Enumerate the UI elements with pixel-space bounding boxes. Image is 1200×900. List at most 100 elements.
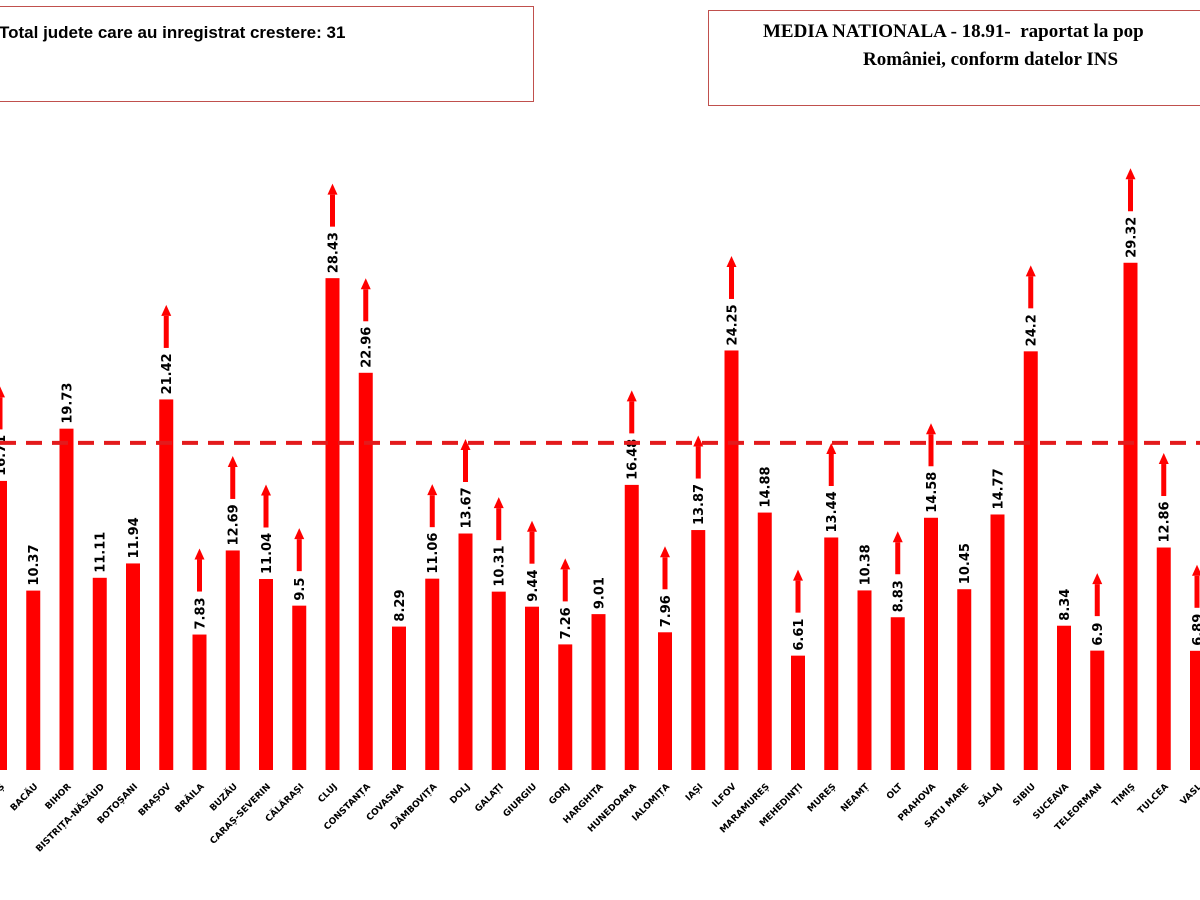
value-label: 16.71 <box>0 435 9 476</box>
increase-arrow-head <box>626 390 637 402</box>
bar <box>159 399 174 770</box>
increase-total-box: Total judete care au inregistrat crester… <box>0 6 534 102</box>
value-label: 21.42 <box>160 353 175 394</box>
bar <box>26 590 41 770</box>
value-label: 24.2 <box>1025 314 1040 346</box>
value-label: 7.26 <box>559 607 574 639</box>
category-label: BRAȘOV <box>137 782 174 819</box>
bar <box>358 372 373 770</box>
bar <box>59 428 74 770</box>
value-label: 16.48 <box>626 439 641 480</box>
value-label: 6.89 <box>1191 614 1200 646</box>
value-label: 9.5 <box>293 578 308 601</box>
value-label: 10.37 <box>27 544 42 585</box>
increase-total-text: Total judete care au inregistrat crester… <box>0 23 346 42</box>
category-label: BRĂILA <box>172 781 207 816</box>
bar <box>392 626 406 770</box>
national-average-line1: MEDIA NATIONALA - 18.91- raportat la pop <box>763 21 1144 43</box>
increase-arrow-head <box>460 439 471 451</box>
increase-arrow-head <box>261 484 271 496</box>
bar <box>525 606 539 770</box>
value-label: 14.58 <box>925 472 940 513</box>
category-label: BUZĂU <box>207 781 240 814</box>
increase-arrow-head <box>926 423 936 435</box>
value-label: 11.04 <box>260 533 275 574</box>
value-label: 10.45 <box>958 543 973 584</box>
bar <box>458 533 473 770</box>
increase-arrow-head <box>726 255 737 267</box>
national-average-box: MEDIA NATIONALA - 18.91- raportat la pop… <box>708 10 1200 106</box>
value-label: 10.38 <box>859 544 874 585</box>
category-label: EȘ <box>0 782 7 798</box>
increase-arrow-head <box>826 442 837 454</box>
category-label: ILFOV <box>711 782 739 810</box>
value-label: 10.31 <box>493 546 508 587</box>
value-label: 13.67 <box>460 487 475 528</box>
value-label: 28.43 <box>327 232 342 273</box>
bar <box>1023 351 1038 770</box>
value-label: 11.11 <box>94 532 109 573</box>
category-label: CLUJ <box>317 782 340 805</box>
increase-arrow-head <box>660 546 670 558</box>
bar <box>126 563 140 770</box>
bar <box>192 634 207 770</box>
category-label: DOLJ <box>448 782 472 806</box>
value-label: 11.06 <box>426 533 441 574</box>
value-label: 13.44 <box>825 491 840 532</box>
value-label: 14.88 <box>759 466 774 507</box>
increase-arrow-head <box>427 484 438 496</box>
bar <box>1190 650 1200 770</box>
increase-arrow-head <box>1025 265 1036 277</box>
value-label: 12.86 <box>1158 501 1173 542</box>
increase-arrow-head <box>693 435 704 447</box>
increase-arrow-head <box>793 569 803 581</box>
increase-arrow-head <box>892 531 903 543</box>
category-label: SIBIU <box>1011 782 1037 808</box>
national-average-line2: României, conform datelor INS <box>863 49 1119 70</box>
increase-arrow-head <box>360 278 371 290</box>
category-label: CARAȘ-SEVERIN <box>209 782 274 847</box>
bar <box>1090 650 1105 770</box>
value-label: 19.73 <box>61 383 76 424</box>
bar <box>259 579 273 770</box>
value-label: 9.44 <box>526 570 541 602</box>
value-label: 11.94 <box>127 517 142 558</box>
value-label: 8.83 <box>892 580 907 612</box>
bar <box>890 617 905 770</box>
bar <box>857 590 872 770</box>
value-label: 9.01 <box>593 577 608 609</box>
bar <box>791 655 805 770</box>
category-label: GALAȚI <box>473 782 505 814</box>
category-label: VASL <box>1179 782 1200 807</box>
category-label: IAȘI <box>684 782 705 803</box>
category-label: BIHOR <box>44 782 74 812</box>
value-label: 22.96 <box>360 327 375 368</box>
national-average-label: MEDIA NATIONALA <box>763 21 946 42</box>
value-label: 12.69 <box>227 504 242 545</box>
category-label: MUREȘ <box>806 782 838 814</box>
value-label: 7.96 <box>659 595 674 627</box>
increase-arrow-head <box>294 528 305 540</box>
bar <box>658 632 672 770</box>
bar <box>1156 547 1171 770</box>
increase-arrow-head <box>161 304 172 316</box>
bar <box>591 614 606 770</box>
bar <box>924 517 938 770</box>
bar <box>491 591 506 770</box>
bar <box>757 512 772 770</box>
value-label: 6.9 <box>1091 623 1106 646</box>
bar <box>1057 625 1071 770</box>
category-label: SĂLAJ <box>975 781 1004 810</box>
category-label: OLT <box>885 781 905 801</box>
bar <box>691 530 706 770</box>
national-average-rest: - raportat la pop <box>1004 21 1144 42</box>
category-label: BACĂU <box>8 781 41 814</box>
increase-arrow-head <box>0 386 5 398</box>
increase-arrow-head <box>1092 573 1103 585</box>
bar <box>957 589 972 770</box>
category-label: GIURGIU <box>502 782 539 819</box>
increase-arrow-head <box>1192 564 1200 576</box>
bar <box>824 537 839 770</box>
bar <box>225 550 240 770</box>
